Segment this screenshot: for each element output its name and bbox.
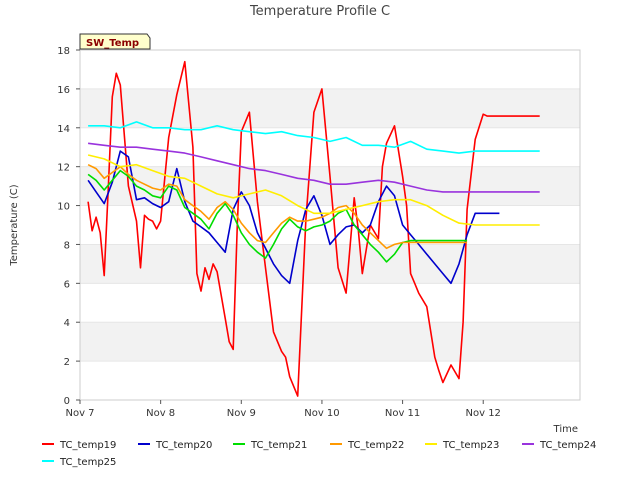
y-tick-label: 4: [64, 318, 70, 329]
y-tick-label: 16: [57, 85, 70, 96]
legend-item: TC_temp22: [330, 440, 404, 451]
legend-label: TC_temp19: [59, 440, 116, 451]
grid-band: [80, 244, 580, 284]
x-tick-label: Nov 11: [385, 408, 420, 419]
series-line-tc-temp20: [87, 150, 500, 285]
series-line-tc-temp19: [87, 60, 540, 397]
x-tick-label: Nov 12: [466, 408, 501, 419]
badge-label: SW_Temp: [86, 38, 139, 49]
legend-item: TC_temp20: [138, 440, 212, 451]
grid-band: [80, 322, 580, 362]
legend: TC_temp19 TC_temp20 TC_temp21 TC_temp22 TC_t…: [42, 440, 596, 468]
x-tick-label: Nov 9: [227, 408, 256, 419]
legend-label: TC_temp22: [347, 440, 404, 451]
series-line-tc-temp24: [88, 142, 540, 193]
legend-item: TC_temp21: [233, 440, 307, 451]
x-tick-label: Nov 7: [65, 408, 94, 419]
legend-item: TC_temp24: [522, 440, 596, 451]
legend-item: TC_temp23: [425, 440, 499, 451]
y-tick-label: 10: [57, 202, 70, 213]
y-tick-label: 14: [57, 124, 70, 135]
series-lines: [87, 60, 540, 397]
y-tick-label: 2: [64, 357, 70, 368]
legend-item: TC_temp25: [42, 457, 116, 468]
legend-label: TC_temp21: [250, 440, 307, 451]
series-line-tc-temp25: [88, 121, 540, 154]
x-tick-label: Nov 8: [146, 408, 175, 419]
legend-label: TC_temp25: [59, 457, 116, 468]
y-axis-label: Temperature (C): [9, 184, 20, 266]
legend-item: TC_temp19: [42, 440, 116, 451]
y-tick-label: 12: [57, 163, 70, 174]
sw-temp-badge: SW_Temp: [79, 33, 151, 50]
legend-label: TC_temp24: [539, 440, 596, 451]
x-tick-label: Nov 10: [304, 408, 339, 419]
series-line-tc-temp22: [87, 163, 468, 250]
series-line-tc-temp23: [87, 154, 540, 226]
y-tick-label: 6: [64, 279, 70, 290]
grid-band: [80, 88, 580, 128]
chart-title: Temperature Profile C: [249, 4, 390, 19]
legend-label: TC_temp23: [442, 440, 499, 451]
y-tick-label: 0: [64, 396, 70, 407]
legend-label: TC_temp20: [155, 440, 212, 451]
x-axis-label: Time: [553, 424, 578, 435]
x-axis-ticks: Nov 7 Nov 8 Nov 9 Nov 10 Nov 11 Nov 12: [65, 400, 501, 419]
y-axis-ticks: 0 2 4 6 8 10 12 14 16 18: [57, 46, 80, 407]
y-tick-label: 18: [57, 46, 70, 57]
y-tick-label: 8: [64, 240, 70, 251]
plot-border: [79, 49, 581, 401]
